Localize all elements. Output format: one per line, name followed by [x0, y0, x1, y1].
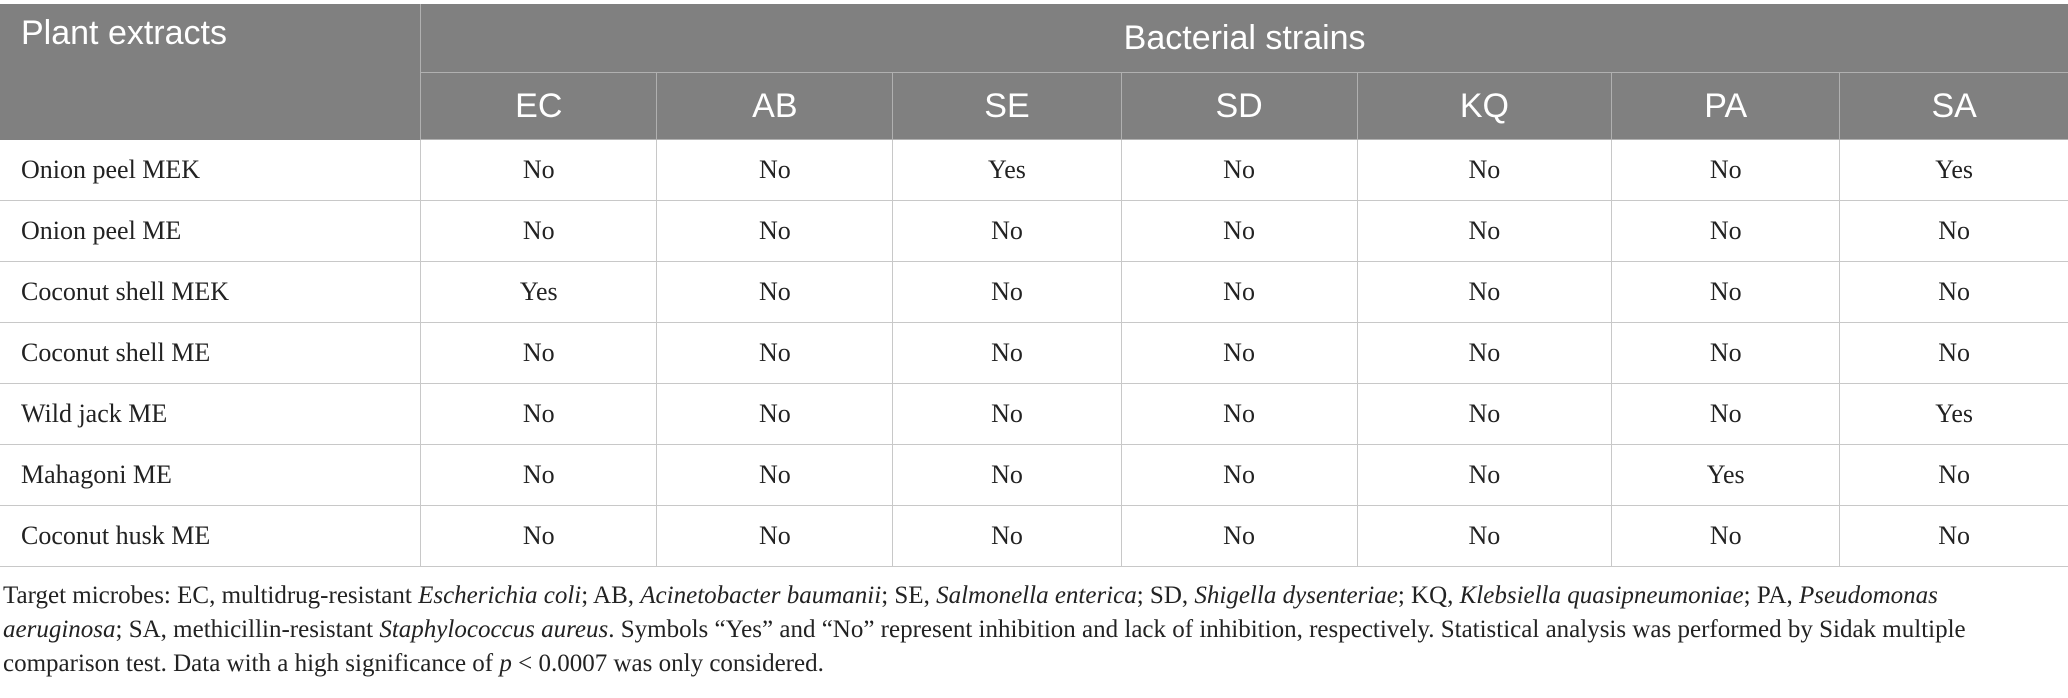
table-cell: No [656, 322, 894, 384]
table-cell: No [1121, 322, 1358, 384]
table-cell: No [892, 444, 1122, 506]
column-header-ec: EC [420, 72, 658, 140]
table-cell: No [420, 444, 658, 506]
column-header-kq: KQ [1357, 72, 1613, 140]
row-label: Coconut shell MEK [0, 261, 422, 323]
table-cell: No [892, 261, 1122, 323]
table-cell: No [420, 505, 658, 567]
table-cell: No [1121, 139, 1358, 201]
table-cell: No [1611, 139, 1841, 201]
column-header-ab: AB [656, 72, 894, 140]
table-cell: No [1357, 261, 1613, 323]
table-container: Plant extracts Bacterial strains EC AB S… [0, 4, 2068, 567]
table-cell: No [1121, 383, 1358, 445]
table-cell: No [1357, 505, 1613, 567]
row-label: Onion peel ME [0, 200, 422, 262]
column-header-pa: PA [1611, 72, 1841, 140]
table-cell: No [1611, 505, 1841, 567]
table-cell: No [1121, 200, 1358, 262]
table-row: Coconut shell ME No No No No No No No [0, 322, 2068, 384]
table-cell: No [1357, 139, 1613, 201]
table-cell: No [1121, 444, 1358, 506]
table-cell: No [1839, 322, 2068, 384]
table-footnote: Target microbes: EC, multidrug-resistant… [3, 582, 1966, 677]
table-cell: No [1357, 383, 1613, 445]
table-cell: No [892, 200, 1122, 262]
table-cell: No [656, 505, 894, 567]
table-cell: No [1611, 200, 1841, 262]
table-row: Coconut shell MEK Yes No No No No No No [0, 261, 2068, 323]
table-cell: No [1611, 383, 1841, 445]
table-row: Onion peel ME No No No No No No No [0, 200, 2068, 262]
inhibition-table: Plant extracts Bacterial strains EC AB S… [0, 4, 2068, 567]
table-cell: No [1839, 261, 2068, 323]
table-cell: No [420, 200, 658, 262]
table-row: Mahagoni ME No No No No No Yes No [0, 444, 2068, 506]
table-cell: No [1611, 322, 1841, 384]
row-label: Onion peel MEK [0, 139, 422, 201]
table-cell: Yes [1839, 139, 2068, 201]
row-label: Coconut husk ME [0, 505, 422, 567]
table-row: Onion peel MEK No No Yes No No No Yes [0, 139, 2068, 201]
table-cell: No [656, 139, 894, 201]
table-cell: No [656, 261, 894, 323]
table-cell: No [892, 383, 1122, 445]
table-cell: No [1121, 261, 1358, 323]
plant-extracts-header: Plant extracts [0, 4, 422, 140]
table-cell: Yes [892, 139, 1122, 201]
table-cell: Yes [420, 261, 658, 323]
row-label: Coconut shell ME [0, 322, 422, 384]
table-row: Coconut husk ME No No No No No No No [0, 505, 2068, 567]
table-cell: Yes [1611, 444, 1841, 506]
table-cell: No [892, 505, 1122, 567]
table-cell: Yes [1839, 383, 2068, 445]
row-label: Wild jack ME [0, 383, 422, 445]
table-cell: No [892, 322, 1122, 384]
table-cell: No [1357, 322, 1613, 384]
table-cell: No [420, 139, 658, 201]
table-cell: No [1357, 444, 1613, 506]
table-cell: No [1611, 261, 1841, 323]
table-cell: No [1839, 444, 2068, 506]
table-row: Wild jack ME No No No No No No Yes [0, 383, 2068, 445]
table-cell: No [1839, 200, 2068, 262]
table-cell: No [656, 383, 894, 445]
row-label: Mahagoni ME [0, 444, 422, 506]
table-cell: No [1839, 505, 2068, 567]
table-cell: No [1357, 200, 1613, 262]
bacterial-strains-header: Bacterial strains [420, 4, 2068, 73]
table-cell: No [420, 383, 658, 445]
table-cell: No [656, 200, 894, 262]
table-cell: No [420, 322, 658, 384]
column-header-sd: SD [1121, 72, 1358, 140]
table-cell: No [1121, 505, 1358, 567]
table-cell: No [656, 444, 894, 506]
column-header-se: SE [892, 72, 1122, 140]
column-header-sa: SA [1839, 72, 2068, 140]
